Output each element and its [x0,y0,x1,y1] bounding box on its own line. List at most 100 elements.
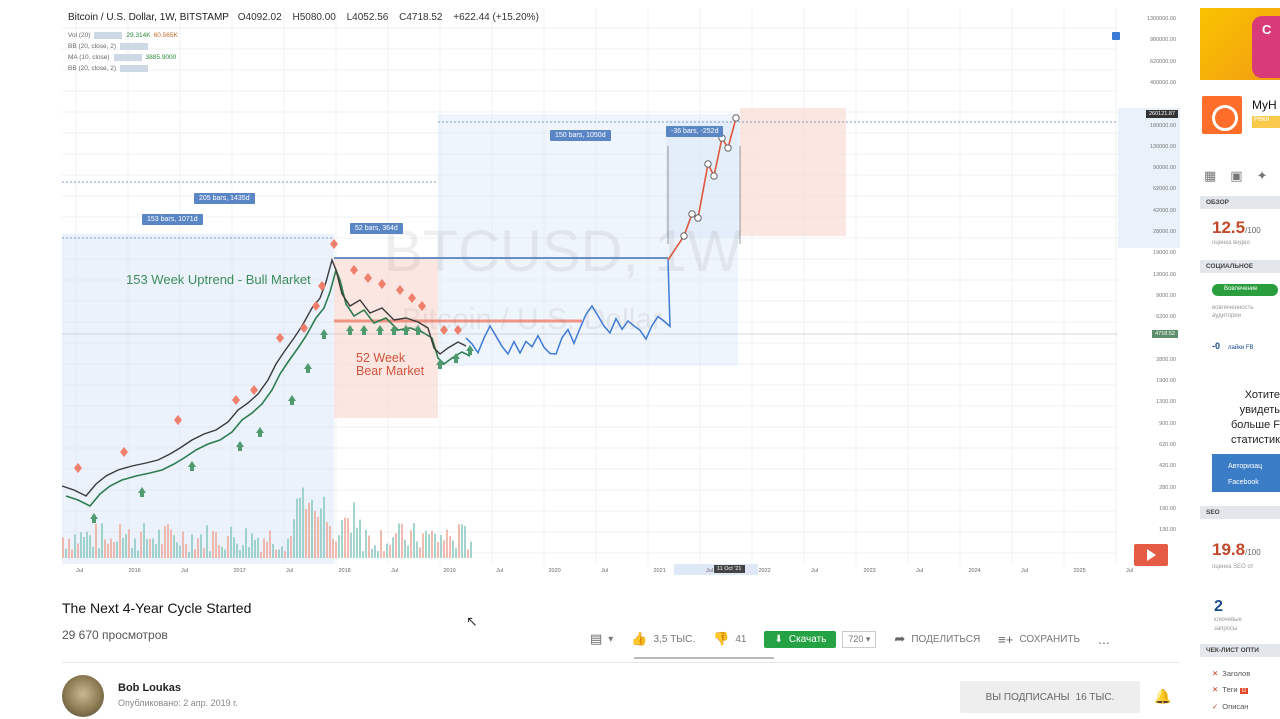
price-tick: 1900.00 [1156,378,1176,385]
channel-avatar[interactable] [62,675,104,717]
moving-average-line [65,267,471,507]
dislike-button[interactable]: 👎 41 [713,631,747,646]
volume-bar [281,546,283,558]
signal-arrow [402,325,410,335]
bull-market-annotation: 153 Week Uptrend - Bull Market [126,272,311,287]
volume-bar [254,539,256,558]
time-tick: 2025 [1073,568,1086,574]
more-button[interactable]: ... [1098,631,1110,647]
share-button[interactable]: ➦ ПОДЕЛИТЬСЯ [894,631,981,646]
volume-bar [80,532,82,558]
volume-bar [353,502,355,558]
channel-name[interactable]: Bob Loukas [118,682,181,694]
indicator-buttons[interactable] [120,64,149,72]
save-playlist-icon: ≡+ [998,631,1014,647]
volume-bar [170,529,172,558]
indicator-buttons[interactable] [113,53,142,61]
signal-arrow [452,353,460,363]
signal-markers [74,239,474,523]
signal-diamond [250,385,258,395]
indicator-row[interactable]: MA (10, close) 3885.9000 [68,53,177,61]
twitter-icon[interactable]: ✦ [1256,168,1268,183]
quality-select[interactable]: 720 ▾ [842,630,877,648]
volume-bar [197,538,199,558]
thumbs-down-icon: 👎 [713,631,730,646]
volume-bar [287,538,289,558]
target-point [680,232,688,240]
volume-bar [182,531,184,558]
indicator-row[interactable]: BB (20, close, 2) [68,63,178,74]
grid-icon[interactable]: ▦ [1204,168,1217,183]
symbol-label[interactable]: Bitcoin / U.S. Dollar, 1W, BITSTAMP [68,12,229,23]
target-point [704,160,712,168]
volume-bar [368,535,370,558]
price-tick: 620000.00 [1150,58,1176,65]
volume-bar [323,496,325,558]
playlist-add-button[interactable]: ▤ ▾ [590,631,614,646]
signal-diamond [408,293,416,303]
price-tick: 620.00 [1159,442,1176,448]
target-point [732,114,740,122]
chart-settings-icon[interactable] [1112,32,1120,40]
facebook-auth-button[interactable]: Авторизац Facebook [1212,454,1280,492]
notification-bell-icon[interactable]: 🔔 [1154,688,1172,704]
volume-bar [326,522,328,558]
like-ratio-bar [634,657,774,659]
indicator-buttons[interactable] [120,42,149,50]
volume-bar [461,524,463,558]
price-tick: 1300.00 [1156,399,1176,406]
time-tick: Jul [811,568,819,574]
volume-bar [395,533,397,558]
volume-bar [92,546,94,558]
watermark-symbol: BTCUSD, 1W [384,219,742,284]
chart-legend[interactable]: Bitcoin / U.S. Dollar, 1W, BITSTAMP O409… [68,12,547,23]
volume-bar [203,548,205,558]
time-tick: Jul [601,568,609,574]
indicator-row[interactable]: Vol (20) 29.314K 60.565K [68,31,178,39]
volume-bar [425,530,427,558]
volume-bar [251,533,253,558]
ad-thumbnail[interactable]: C [1200,8,1280,80]
save-button[interactable]: ≡+ СОХРАНИТЬ [998,631,1081,647]
volume-bar [305,508,307,558]
indicator-row[interactable]: BB (20, close, 2) [68,41,178,52]
indicator-buttons[interactable] [94,31,123,39]
target-points [680,114,740,240]
image-icon[interactable]: ▣ [1230,168,1243,183]
subscribed-button[interactable]: ВЫ ПОДПИСАНЫ 16 ТЫС. [960,681,1140,713]
volume-bar [119,524,121,558]
volume-bar [332,538,334,558]
signal-arrow [138,487,146,497]
volume-bar [365,529,367,558]
volume-bar [392,537,394,558]
youtube-logo-icon[interactable] [1134,544,1168,566]
volume-bar [110,538,112,558]
ad-channel-title[interactable]: MyH [1252,98,1277,112]
time-tick: Jul [286,568,294,574]
volume-bar [194,549,196,558]
indicator-list[interactable]: Vol (20) 29.314K 60.565K BB (20, close, 2)… [68,30,178,74]
volume-bar [470,541,472,558]
volume-bar [149,538,151,558]
volume-bar [230,526,232,558]
checklist-item: ✕ Заголов [1212,669,1251,678]
time-tick: 2020 [548,568,561,574]
download-button[interactable]: ⬇ Скачать [764,630,837,648]
ad-channel-logo[interactable] [1202,96,1242,134]
price-axis[interactable]: 1300000.00 980000.00 620000.00 400000.00 180… [1128,8,1182,568]
volume-bar [164,526,166,558]
like-button[interactable]: 👍 3,5 ТЫС. [631,631,696,646]
signal-arrow [188,461,196,471]
volume-bar [260,551,262,558]
volume-bar [467,549,469,558]
tradingview-chart[interactable]: Bitcoin / U.S. Dollar, 1W, BITSTAMP O409… [62,8,1182,578]
thumbs-up-icon: 👍 [631,631,648,646]
volume-bar [134,538,136,558]
ohlc-change: +622.44 (+15.20%) [453,12,539,23]
overview-header: ОБЗОР [1200,196,1280,209]
volume-bar [269,530,271,558]
volume-bar [275,549,277,558]
volume-bar [263,538,265,558]
volume-bar [398,523,400,558]
